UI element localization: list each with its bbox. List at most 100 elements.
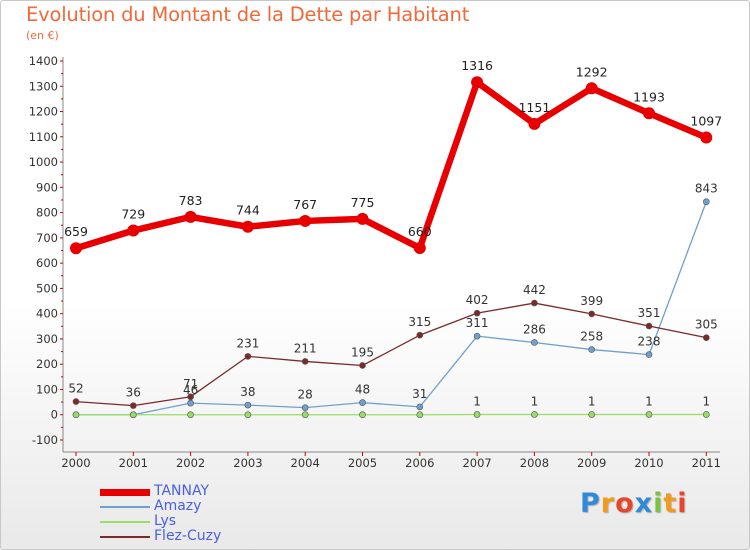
legend-item-amazy: Amazy: [100, 498, 300, 515]
y-tick-label: 1200: [29, 105, 58, 119]
x-tick-label: 2009: [577, 456, 606, 470]
data-label-amazy: 843: [695, 182, 718, 196]
data-label-lys: 1: [645, 394, 653, 408]
data-label-amazy: 311: [466, 316, 489, 330]
data-point-lys: [244, 411, 252, 419]
data-label-flez-cuzy: 399: [580, 294, 603, 308]
legend-label: TANNAY: [154, 483, 210, 499]
y-tick-label: 1300: [29, 79, 58, 93]
y-tick-label: 200: [36, 357, 58, 371]
x-tick-label: 2004: [291, 456, 320, 470]
data-label-tannay: 775: [351, 195, 375, 210]
legend-label: Amazy: [154, 498, 202, 514]
data-point-amazy: [416, 403, 424, 411]
x-tick-label: 2000: [61, 456, 90, 470]
legend-swatch: [100, 536, 150, 538]
data-label-flez-cuzy: 36: [126, 386, 141, 400]
data-label-lys: 1: [473, 394, 481, 408]
x-tick-label: 2003: [233, 456, 262, 470]
data-label-lys: 1: [588, 394, 596, 408]
logo-letter: x: [634, 488, 654, 519]
legend-item-flez-cuzy: Flez-Cuzy: [100, 528, 300, 545]
legend-swatch: [100, 488, 150, 496]
chart-title: Evolution du Montant de la Dette par Hab…: [26, 3, 470, 26]
x-tick-label: 2011: [692, 456, 721, 470]
x-tick-label: 2010: [634, 456, 663, 470]
data-point-lys: [702, 411, 710, 418]
data-label-tannay: 1097: [690, 114, 722, 129]
data-point-tannay: [356, 212, 369, 225]
data-point-amazy: [359, 399, 366, 406]
data-label-tannay: 659: [64, 224, 88, 239]
data-point-flez-cuzy: [531, 299, 538, 307]
proxiti-logo: Proxiti: [580, 488, 688, 519]
legend-item-lys: Lys: [100, 513, 300, 530]
data-point-tannay: [700, 131, 713, 144]
legend-swatch: [100, 506, 150, 508]
data-point-amazy: [588, 346, 596, 353]
data-label-flez-cuzy: 211: [294, 341, 317, 355]
chart-unit: (en €): [26, 29, 59, 42]
data-point-lys: [588, 411, 596, 418]
data-point-tannay: [643, 107, 655, 120]
data-point-flez-cuzy: [359, 362, 366, 369]
data-point-lys: [645, 411, 653, 418]
data-point-flez-cuzy: [645, 322, 653, 330]
data-label-amazy: 48: [355, 383, 370, 397]
legend-label: Flez-Cuzy: [154, 528, 222, 544]
data-label-tannay: 729: [121, 207, 145, 222]
series-line-tannay: [75, 78, 708, 252]
data-label-amazy: 28: [298, 388, 313, 402]
data-point-tannay: [528, 117, 541, 130]
x-tick-label: 2008: [520, 456, 549, 470]
data-label-flez-cuzy: 52: [68, 382, 83, 396]
y-tick-label: -100: [32, 433, 58, 447]
data-point-tannay: [184, 210, 197, 223]
logo-letter: P: [580, 488, 601, 519]
data-label-tannay: 1193: [633, 89, 665, 104]
data-point-flez-cuzy: [301, 358, 309, 365]
data-label-tannay: 660: [408, 224, 432, 239]
data-point-lys: [531, 411, 538, 418]
y-tick-label: 800: [36, 206, 58, 220]
data-label-flez-cuzy: 402: [466, 293, 489, 307]
data-point-flez-cuzy: [702, 334, 710, 341]
data-label-flez-cuzy: 71: [183, 377, 198, 391]
data-point-lys: [130, 411, 137, 419]
y-tick-label: 300: [36, 332, 58, 346]
legend-swatch: [100, 521, 150, 523]
x-tick-label: 2005: [348, 456, 377, 470]
data-point-flez-cuzy: [416, 331, 424, 339]
data-point-tannay: [127, 224, 140, 237]
data-label-flez-cuzy: 315: [408, 315, 431, 329]
data-point-flez-cuzy: [588, 310, 596, 318]
data-label-amazy: 286: [523, 322, 546, 336]
data-label-tannay: 767: [293, 197, 317, 212]
logo-letter: r: [600, 488, 616, 519]
y-tick-label: 1100: [29, 130, 58, 144]
data-point-amazy: [244, 401, 252, 409]
y-tick-label: 1400: [29, 54, 58, 68]
data-label-lys: 1: [702, 394, 710, 408]
data-point-flez-cuzy: [130, 402, 137, 409]
data-label-flez-cuzy: 442: [523, 283, 546, 297]
data-point-flez-cuzy: [244, 353, 252, 360]
data-point-amazy: [531, 339, 538, 346]
data-point-flez-cuzy: [72, 398, 80, 405]
data-point-lys: [359, 411, 366, 419]
data-label-flez-cuzy: 195: [351, 345, 374, 359]
data-point-tannay: [241, 220, 254, 233]
data-point-lys: [72, 411, 80, 419]
legend-label: Lys: [154, 513, 177, 529]
data-point-amazy: [645, 351, 653, 358]
y-tick-label: 100: [36, 382, 58, 396]
y-tick-label: 900: [36, 180, 58, 194]
x-tick-label: 2006: [405, 456, 434, 470]
data-label-tannay: 744: [236, 203, 260, 218]
data-label-amazy: 38: [240, 385, 255, 399]
data-label-tannay: 1151: [518, 100, 550, 115]
data-label-amazy: 46: [183, 383, 198, 397]
data-point-lys: [187, 411, 194, 419]
